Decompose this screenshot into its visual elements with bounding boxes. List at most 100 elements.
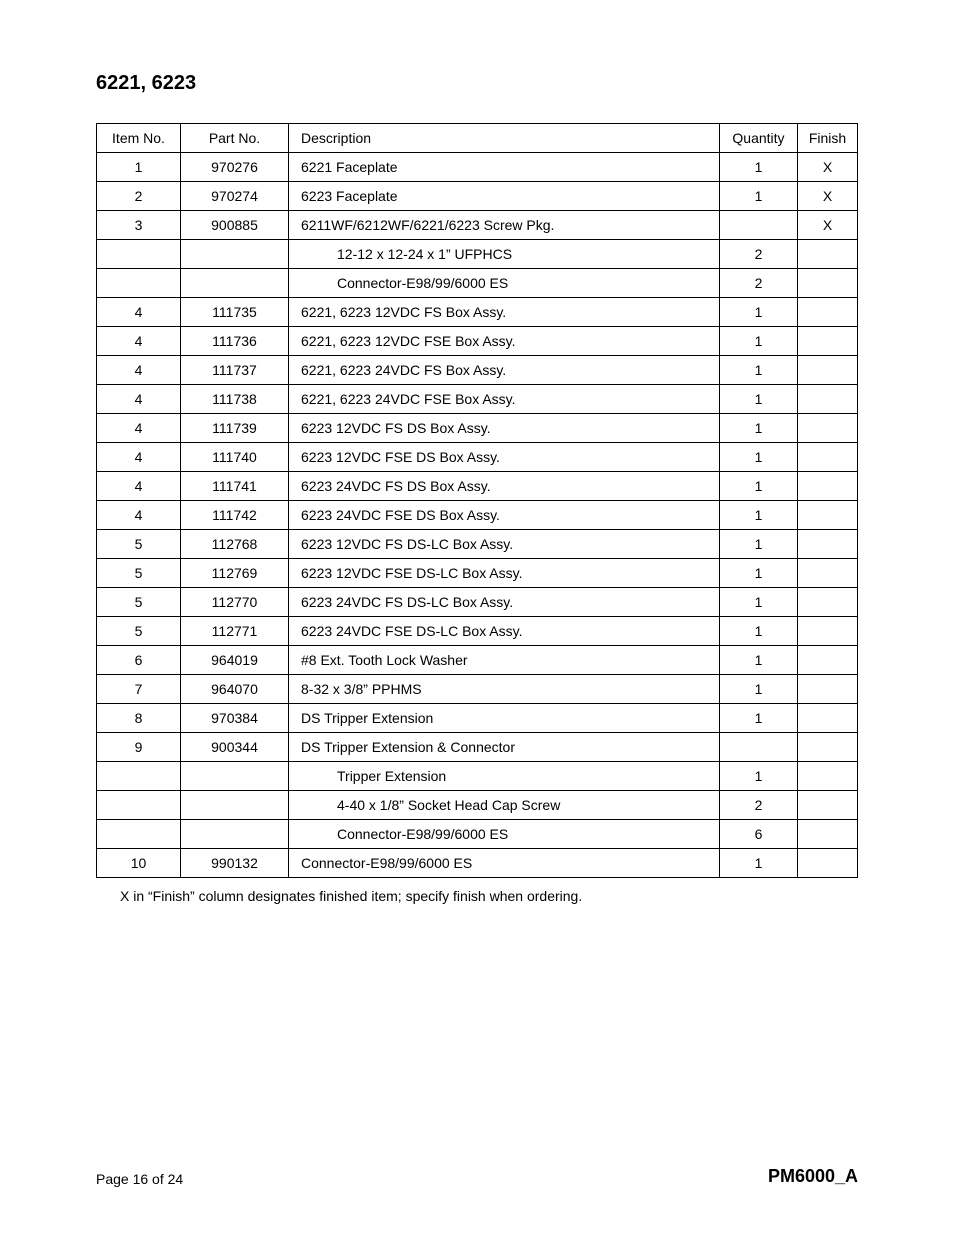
cell-finish — [798, 414, 858, 443]
cell-description: 6223 24VDC FS DS-LC Box Assy. — [289, 588, 720, 617]
cell-description: 6221, 6223 24VDC FSE Box Assy. — [289, 385, 720, 414]
cell-finish: X — [798, 211, 858, 240]
cell-quantity: 1 — [720, 182, 798, 211]
cell-finish — [798, 588, 858, 617]
table-row: 39008856211WF/6212WF/6221/6223 Screw Pkg… — [97, 211, 858, 240]
cell-finish — [798, 472, 858, 501]
cell-finish — [798, 327, 858, 356]
table-row: 51127696223 12VDC FSE DS-LC Box Assy.1 — [97, 559, 858, 588]
page-footer: Page 16 of 24 PM6000_A — [96, 1166, 858, 1187]
cell-part-no: 964070 — [181, 675, 289, 704]
cell-finish — [798, 269, 858, 298]
cell-finish — [798, 298, 858, 327]
cell-item-no: 4 — [97, 472, 181, 501]
document-page: 6221, 6223 Item No. Part No. Description… — [0, 0, 954, 1235]
cell-finish — [798, 646, 858, 675]
cell-description: 6223 24VDC FS DS Box Assy. — [289, 472, 720, 501]
cell-description: 6223 12VDC FS DS-LC Box Assy. — [289, 530, 720, 559]
cell-finish — [798, 762, 858, 791]
cell-part-no — [181, 820, 289, 849]
cell-part-no — [181, 240, 289, 269]
cell-part-no: 112771 — [181, 617, 289, 646]
cell-item-no — [97, 240, 181, 269]
cell-description: 8-32 x 3/8” PPHMS — [289, 675, 720, 704]
col-header-part: Part No. — [181, 124, 289, 153]
cell-part-no: 111739 — [181, 414, 289, 443]
cell-finish — [798, 791, 858, 820]
cell-part-no: 970274 — [181, 182, 289, 211]
cell-finish — [798, 559, 858, 588]
cell-item-no: 4 — [97, 385, 181, 414]
table-header-row: Item No. Part No. Description Quantity F… — [97, 124, 858, 153]
cell-item-no: 4 — [97, 443, 181, 472]
cell-item-no: 10 — [97, 849, 181, 878]
cell-part-no: 111741 — [181, 472, 289, 501]
cell-quantity: 6 — [720, 820, 798, 849]
cell-quantity: 1 — [720, 356, 798, 385]
cell-description: 6223 12VDC FS DS Box Assy. — [289, 414, 720, 443]
cell-quantity: 1 — [720, 443, 798, 472]
cell-finish — [798, 675, 858, 704]
cell-description: 6211WF/6212WF/6221/6223 Screw Pkg. — [289, 211, 720, 240]
cell-finish — [798, 849, 858, 878]
cell-description: Connector-E98/99/6000 ES — [289, 269, 720, 298]
cell-item-no: 4 — [97, 298, 181, 327]
cell-item-no: 9 — [97, 733, 181, 762]
cell-finish — [798, 240, 858, 269]
table-header: Item No. Part No. Description Quantity F… — [97, 124, 858, 153]
table-row: 8970384DS Tripper Extension1 — [97, 704, 858, 733]
cell-description: Tripper Extension — [289, 762, 720, 791]
cell-quantity: 1 — [720, 385, 798, 414]
table-row: 29702746223 Faceplate1X — [97, 182, 858, 211]
cell-quantity: 1 — [720, 617, 798, 646]
section-title: 6221, 6223 — [96, 72, 858, 95]
document-id: PM6000_A — [768, 1166, 858, 1187]
cell-finish: X — [798, 153, 858, 182]
cell-part-no: 111737 — [181, 356, 289, 385]
cell-item-no — [97, 791, 181, 820]
cell-finish — [798, 356, 858, 385]
cell-item-no: 6 — [97, 646, 181, 675]
table-row: 51127686223 12VDC FS DS-LC Box Assy.1 — [97, 530, 858, 559]
cell-finish — [798, 617, 858, 646]
cell-part-no: 112768 — [181, 530, 289, 559]
cell-item-no: 4 — [97, 501, 181, 530]
cell-quantity: 1 — [720, 559, 798, 588]
cell-item-no: 8 — [97, 704, 181, 733]
cell-item-no: 1 — [97, 153, 181, 182]
cell-part-no: 112769 — [181, 559, 289, 588]
cell-part-no: 111742 — [181, 501, 289, 530]
cell-description: 6223 Faceplate — [289, 182, 720, 211]
cell-description: 4-40 x 1/8” Socket Head Cap Screw — [289, 791, 720, 820]
cell-finish — [798, 704, 858, 733]
cell-description: Connector-E98/99/6000 ES — [289, 820, 720, 849]
cell-quantity: 1 — [720, 153, 798, 182]
table-row: 41117426223 24VDC FSE DS Box Assy.1 — [97, 501, 858, 530]
table-row: 10990132Connector-E98/99/6000 ES1 — [97, 849, 858, 878]
cell-quantity: 1 — [720, 588, 798, 617]
cell-finish — [798, 501, 858, 530]
cell-part-no — [181, 791, 289, 820]
table-row: 41117396223 12VDC FS DS Box Assy.1 — [97, 414, 858, 443]
table-row: Connector-E98/99/6000 ES6 — [97, 820, 858, 849]
table-row: 79640708-32 x 3/8” PPHMS1 — [97, 675, 858, 704]
table-row: 51127706223 24VDC FS DS-LC Box Assy.1 — [97, 588, 858, 617]
cell-part-no: 964019 — [181, 646, 289, 675]
col-header-item: Item No. — [97, 124, 181, 153]
cell-item-no: 5 — [97, 530, 181, 559]
cell-part-no: 112770 — [181, 588, 289, 617]
cell-part-no: 970276 — [181, 153, 289, 182]
table-row: 4-40 x 1/8” Socket Head Cap Screw2 — [97, 791, 858, 820]
table-row: 51127716223 24VDC FSE DS-LC Box Assy.1 — [97, 617, 858, 646]
cell-item-no: 4 — [97, 356, 181, 385]
cell-finish: X — [798, 182, 858, 211]
cell-finish — [798, 733, 858, 762]
cell-description: 12-12 x 12-24 x 1” UFPHCS — [289, 240, 720, 269]
cell-finish — [798, 820, 858, 849]
cell-quantity: 1 — [720, 762, 798, 791]
cell-part-no: 111738 — [181, 385, 289, 414]
cell-description: 6221, 6223 24VDC FS Box Assy. — [289, 356, 720, 385]
cell-description: DS Tripper Extension — [289, 704, 720, 733]
cell-description: #8 Ext. Tooth Lock Washer — [289, 646, 720, 675]
cell-item-no — [97, 762, 181, 791]
